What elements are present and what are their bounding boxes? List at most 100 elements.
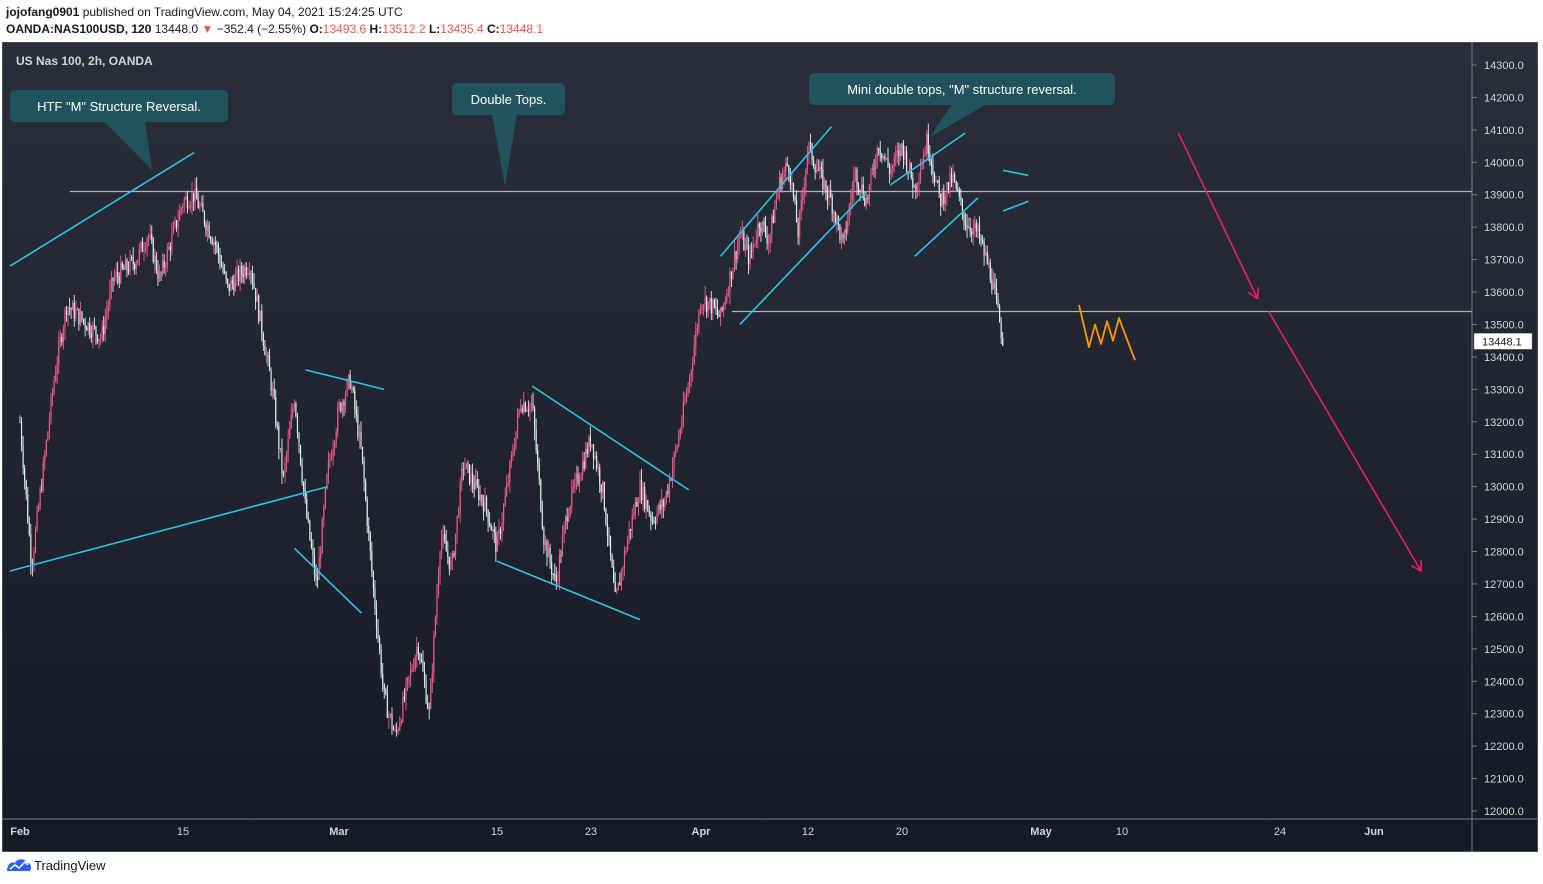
price-tick-label: 12700.0: [1484, 579, 1524, 591]
candle-body: [220, 264, 223, 267]
candle-body: [368, 525, 370, 533]
candle-body: [20, 421, 23, 446]
candle-body: [888, 166, 891, 175]
candle-body: [783, 170, 785, 177]
price-tick-label: 13800.0: [1484, 222, 1524, 234]
candle-body: [245, 267, 247, 275]
candle-body: [678, 435, 680, 446]
open-value: 13493.6: [322, 22, 367, 36]
candle-body: [803, 186, 805, 195]
candle-body: [885, 158, 888, 160]
candle-body: [606, 524, 609, 536]
candle-body: [751, 250, 753, 252]
candle-body: [69, 307, 71, 309]
candle-body: [585, 448, 587, 468]
candle-body: [506, 484, 508, 496]
candle-body: [338, 402, 340, 408]
time-tick-label: Jun: [1364, 826, 1384, 838]
candle-body: [716, 308, 719, 315]
candle-body: [695, 330, 697, 347]
candle-body: [329, 459, 331, 461]
price-tick-label: 12600.0: [1484, 611, 1524, 623]
candle-body: [227, 278, 229, 284]
candle-body: [346, 380, 348, 395]
candle-body: [272, 388, 274, 391]
author-name[interactable]: jojofang0901: [6, 5, 80, 19]
candle-body: [261, 310, 263, 335]
candle-body: [963, 211, 965, 223]
candle-body: [964, 222, 967, 226]
candle-body: [884, 155, 886, 159]
candle-body: [882, 155, 884, 158]
trendline: [293, 547, 363, 614]
candle-body: [86, 327, 88, 331]
candle-body: [188, 207, 190, 209]
candle-body: [295, 403, 297, 416]
callout-text: HTF "M" Structure Reversal.: [37, 99, 201, 114]
candle-body: [605, 509, 607, 525]
candle-body: [369, 532, 371, 551]
candle-body: [788, 165, 790, 173]
candle-body: [299, 445, 302, 465]
candle-body: [332, 448, 334, 458]
price-chart[interactable]: HTF "M" Structure Reversal. Double Tops. M…: [2, 42, 1538, 852]
candle-body: [865, 197, 867, 206]
candle-body: [616, 589, 618, 593]
callout-box: [809, 73, 1115, 105]
candle-body: [38, 506, 40, 511]
candle-body: [290, 414, 292, 428]
candle-body: [682, 401, 684, 422]
candle-body: [749, 250, 751, 264]
candle-body: [89, 322, 91, 335]
price-tick-label: 12200.0: [1484, 741, 1524, 753]
price-tick-label: 12300.0: [1484, 709, 1524, 721]
candle-body: [634, 502, 636, 516]
candle-body: [842, 234, 844, 239]
candle-body: [189, 204, 192, 208]
candle-body: [817, 169, 819, 171]
candle-body: [197, 199, 199, 209]
candle-body: [174, 220, 176, 227]
candle-body: [933, 173, 936, 183]
candle-body: [482, 501, 485, 512]
candle-body: [22, 445, 24, 468]
candle-body: [699, 310, 702, 312]
candle-body: [185, 196, 187, 200]
candle-body: [230, 280, 232, 292]
candle-body: [270, 371, 272, 391]
candle-body: [417, 647, 419, 655]
candle-body: [44, 454, 46, 462]
candle-body: [639, 479, 641, 502]
candle-body: [242, 274, 244, 278]
candle-body: [696, 328, 698, 331]
candle-body: [93, 324, 95, 327]
tradingview-brand[interactable]: TradingView: [34, 858, 106, 873]
candle-body: [724, 301, 726, 305]
close-label: C:: [487, 22, 500, 36]
candle-body: [518, 409, 520, 415]
candle-body: [811, 143, 813, 161]
candle-body: [95, 326, 97, 336]
candle-body: [414, 656, 416, 669]
candle-body: [191, 192, 193, 205]
candle-body: [422, 661, 424, 672]
candle-body: [268, 356, 271, 372]
symbol-label[interactable]: OANDA:NAS100USD, 120: [6, 22, 152, 36]
candle-body: [90, 334, 92, 338]
candle-body: [211, 240, 213, 245]
candle-body: [538, 463, 540, 480]
time-tick-label: 24: [1274, 826, 1286, 838]
candle-body: [79, 311, 82, 325]
price-tick-label: 12900.0: [1484, 514, 1524, 526]
candle-body: [752, 245, 754, 252]
candle-body: [34, 529, 37, 552]
candle-body: [315, 574, 317, 578]
candle-body: [447, 551, 449, 557]
candle-body: [918, 180, 920, 185]
candle-body: [792, 182, 795, 197]
candle-body: [727, 293, 729, 295]
candle-body: [391, 714, 393, 729]
tradingview-logo-icon[interactable]: [6, 857, 32, 873]
candle-body: [468, 464, 471, 484]
candle-body: [534, 408, 536, 430]
